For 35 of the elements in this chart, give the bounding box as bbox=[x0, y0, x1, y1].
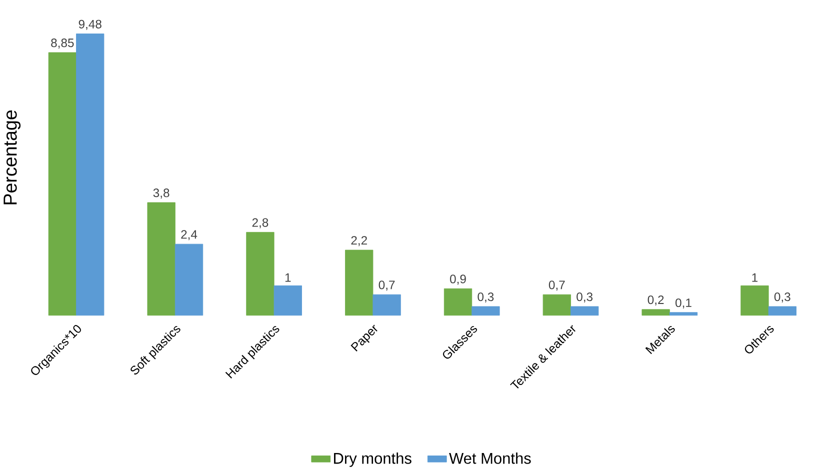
legend-label: Wet Months bbox=[449, 452, 531, 464]
bar bbox=[274, 286, 302, 316]
data-label: 0,7 bbox=[548, 280, 565, 291]
bar bbox=[444, 288, 472, 316]
bar bbox=[472, 306, 500, 316]
bar bbox=[669, 312, 698, 316]
bar bbox=[345, 250, 374, 316]
data-label: 8,85 bbox=[51, 38, 74, 49]
bar bbox=[768, 306, 796, 316]
data-label: 9,48 bbox=[78, 20, 102, 30]
y-axis-title: Percentage bbox=[4, 110, 21, 204]
bar bbox=[570, 306, 599, 316]
bar bbox=[174, 244, 204, 316]
bar bbox=[372, 294, 401, 316]
data-label: 0,3 bbox=[576, 292, 593, 303]
data-label: 1 bbox=[752, 274, 758, 282]
data-label: 0,7 bbox=[378, 280, 395, 291]
data-label: 0,9 bbox=[450, 274, 466, 285]
bar bbox=[246, 232, 274, 316]
data-label: 0,3 bbox=[774, 292, 790, 303]
bar bbox=[76, 34, 104, 316]
bar bbox=[48, 52, 76, 316]
data-label: 3,8 bbox=[153, 188, 170, 199]
bar bbox=[740, 286, 769, 316]
data-label: 0,3 bbox=[478, 292, 494, 303]
legend-label: Dry months bbox=[334, 452, 412, 468]
data-label: 0,1 bbox=[676, 298, 692, 309]
data-label: 1 bbox=[285, 274, 291, 282]
data-label: 2,8 bbox=[252, 218, 268, 228]
data-label: 2,2 bbox=[351, 236, 367, 246]
bar bbox=[642, 309, 670, 316]
data-label: 2,4 bbox=[181, 230, 198, 240]
bar bbox=[542, 294, 571, 316]
bar bbox=[147, 202, 176, 316]
data-label: 0,2 bbox=[648, 296, 664, 306]
